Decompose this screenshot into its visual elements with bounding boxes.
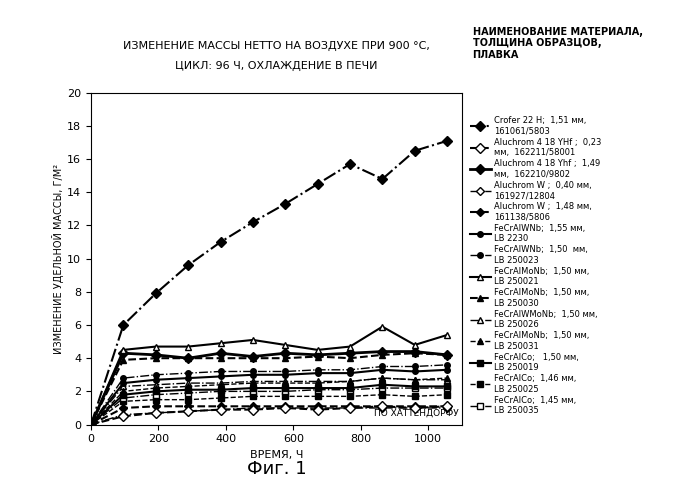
Legend: Crofer 22 H;  1,51 мм,
161061/5803, Aluchrom 4 18 YHf ;  0,23
мм,  162211/58001,: Crofer 22 H; 1,51 мм, 161061/5803, Aluch…	[470, 117, 601, 415]
Text: ИЗМЕНЕНИЕ МАССЫ НЕТТО НА ВОЗДУХЕ ПРИ 900 °C,: ИЗМЕНЕНИЕ МАССЫ НЕТТО НА ВОЗДУХЕ ПРИ 900…	[123, 41, 430, 51]
Text: ПО ХАТТЕНДОРФУ: ПО ХАТТЕНДОРФУ	[374, 409, 459, 418]
X-axis label: ВРЕМЯ, Ч: ВРЕМЯ, Ч	[250, 450, 303, 460]
Text: ЦИКЛ: 96 Ч, ОХЛАЖДЕНИЕ В ПЕЧИ: ЦИКЛ: 96 Ч, ОХЛАЖДЕНИЕ В ПЕЧИ	[175, 61, 378, 71]
Text: НАИМЕНОВАНИЕ МАТЕРИАЛА,
ТОЛЩИНА ОБРАЗЦОВ,
ПЛАВКА: НАИМЕНОВАНИЕ МАТЕРИАЛА, ТОЛЩИНА ОБРАЗЦОВ…	[473, 27, 643, 60]
Y-axis label: ИЗМЕНЕНИЕ УДЕЛЬНОЙ МАССЫ, Г/М²: ИЗМЕНЕНИЕ УДЕЛЬНОЙ МАССЫ, Г/М²	[52, 163, 64, 354]
Text: Фиг. 1: Фиг. 1	[246, 460, 307, 478]
